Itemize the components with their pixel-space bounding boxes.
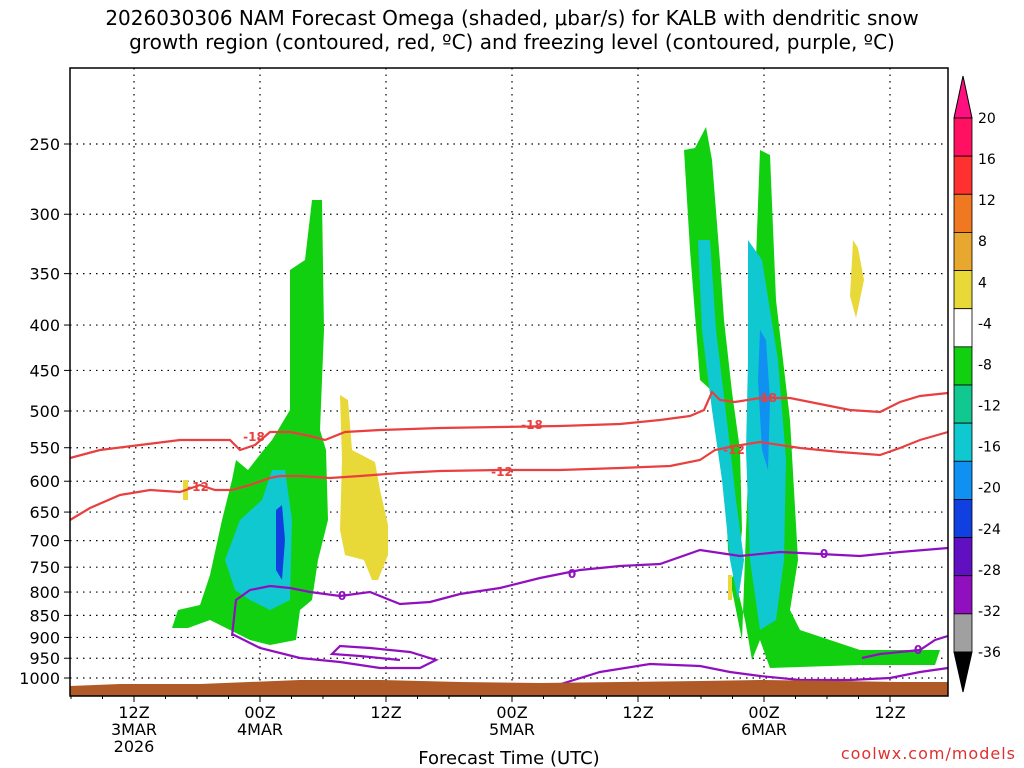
plot-frame xyxy=(69,67,949,697)
omega-region-teal-1 xyxy=(225,470,292,610)
watermark: coolwx.com/models xyxy=(840,744,1016,763)
colorbar-segment xyxy=(953,193,973,233)
colorbar-label: -20 xyxy=(978,481,1001,497)
y-tick-label: 250 xyxy=(29,135,60,154)
colorbar-segment xyxy=(953,232,973,271)
chart-title: 2026030306 NAM Forecast Omega (shaded, μ… xyxy=(0,6,1024,54)
x-tick-label: 3MAR xyxy=(111,720,157,739)
contour-label: 0 xyxy=(568,567,576,581)
y-tick-label: 650 xyxy=(29,503,60,522)
colorbar-segment xyxy=(953,460,973,500)
colorbar-segment xyxy=(953,155,973,195)
colorbar-segment xyxy=(953,575,973,615)
contour-label: 0 xyxy=(820,547,828,561)
chart-title-line2: growth region (contoured, red, ºC) and f… xyxy=(129,30,895,54)
contour-label: -18 xyxy=(521,418,543,432)
contour-line-zero xyxy=(230,546,949,637)
omega-shading xyxy=(172,127,940,668)
y-tick-label: 500 xyxy=(29,402,60,421)
x-tick-label: 12Z xyxy=(622,703,653,722)
colorbar-label: 8 xyxy=(978,234,987,250)
y-tick-label: 600 xyxy=(29,472,60,491)
chart-title-line1: 2026030306 NAM Forecast Omega (shaded, μ… xyxy=(105,6,919,30)
x-tick-label: 12Z xyxy=(370,703,401,722)
x-tick-label: 12Z xyxy=(874,703,905,722)
colorbar-label: 20 xyxy=(978,111,996,127)
contour-labels: -18 -18 -18 -12 -12 -12 0 0 0 0 xyxy=(187,391,922,657)
y-tick-label: 850 xyxy=(29,606,60,625)
contour-label: -18 xyxy=(243,430,265,444)
x-tick-label: 00Z xyxy=(244,703,275,722)
colorbar-segment xyxy=(953,308,973,348)
x-tick-label: 00Z xyxy=(496,703,527,722)
contour-label: -12 xyxy=(491,465,513,479)
colorbar-label: -12 xyxy=(978,399,1001,415)
contour-line-minus12 xyxy=(69,430,949,521)
colorbar-label: -16 xyxy=(978,440,1001,456)
colorbar-label: -24 xyxy=(978,522,1001,538)
omega-region-yellow-3 xyxy=(728,575,732,600)
colorbar-segment xyxy=(953,613,973,653)
contour-line-zero-right xyxy=(861,634,949,660)
colorbar-cap-bottom xyxy=(953,651,973,693)
colorbar-segment xyxy=(953,346,973,386)
omega-region-blue-1 xyxy=(276,505,285,580)
colorbar-cap-top xyxy=(953,75,973,119)
colorbar-label: 12 xyxy=(978,193,996,209)
y-tick-label: 300 xyxy=(29,205,60,224)
contour-label: 0 xyxy=(914,643,922,657)
y-tick-label: 1000 xyxy=(19,669,60,688)
y-tick-label: 400 xyxy=(29,316,60,335)
colorbar: 20 16 12 8 4 -4 -8 -12 -16 -20 -24 -28 -32 -36 xyxy=(953,75,1001,693)
colorbar-segment xyxy=(953,422,973,462)
colorbar-label: -8 xyxy=(978,357,992,373)
contour-label: -12 xyxy=(723,443,745,457)
contour-line-minus18 xyxy=(69,390,949,460)
y-tick-label: 550 xyxy=(29,439,60,458)
colorbar-segment xyxy=(953,537,973,577)
y-tick-label: 700 xyxy=(29,532,60,551)
contour-label: 0 xyxy=(338,589,346,603)
colorbar-segment xyxy=(953,384,973,424)
y-tick-label: 750 xyxy=(29,558,60,577)
omega-region-yellow-1 xyxy=(340,395,388,580)
colorbar-label: 4 xyxy=(978,275,987,291)
colorbar-segment xyxy=(953,270,973,310)
y-tick-label: 900 xyxy=(29,628,60,647)
colorbar-label: -32 xyxy=(978,604,1001,620)
x-tick-label: 2026 xyxy=(114,737,155,756)
x-tick-label: 12Z xyxy=(118,703,149,722)
y-tick-label: 800 xyxy=(29,583,60,602)
y-tick-label: 950 xyxy=(29,649,60,668)
contour-line-zero-lower xyxy=(547,662,949,690)
contour-label: -12 xyxy=(187,480,209,494)
x-tick-label: 4MAR xyxy=(237,720,283,739)
x-tick-label: 5MAR xyxy=(489,720,535,739)
colorbar-label: -28 xyxy=(978,563,1001,579)
omega-region-yellow-2 xyxy=(850,240,864,318)
y-tick-label: 350 xyxy=(29,265,60,284)
contour-line-zero-loop xyxy=(231,633,439,670)
y-axis: 250 300 350 400 450 500 550 600 650 700 750 800 850 9… xyxy=(19,135,70,688)
colorbar-segment xyxy=(953,117,973,157)
x-tick-label: 6MAR xyxy=(741,720,787,739)
colorbar-label: -36 xyxy=(978,645,1001,661)
colorbar-label: 16 xyxy=(978,152,996,168)
colorbar-label: -4 xyxy=(978,316,992,332)
omega-region-teal-2 xyxy=(698,240,744,600)
colorbar-segment xyxy=(953,499,973,538)
contour-label: -18 xyxy=(755,391,777,405)
x-axis-title: Forecast Time (UTC) xyxy=(418,748,599,768)
y-tick-label: 450 xyxy=(29,361,60,380)
terrain-fill xyxy=(70,680,948,696)
omega-region-blue-2 xyxy=(758,330,770,470)
x-tick-label: 00Z xyxy=(748,703,779,722)
omega-region-green-2 xyxy=(684,127,940,668)
